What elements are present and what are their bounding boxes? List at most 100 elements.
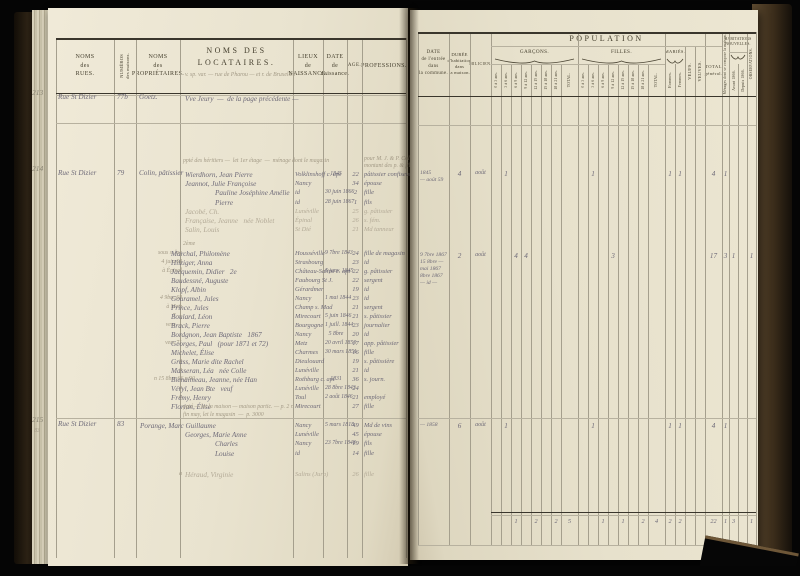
- column-header-observations: OBSERVATIONS.: [749, 48, 754, 80]
- entry-date: 9 7bre 1867: [420, 252, 447, 258]
- population-mark: 1: [723, 422, 728, 430]
- age-bracket-label-text: 3 à 6 ans.: [503, 72, 508, 88]
- entry-date: — id —: [420, 280, 438, 286]
- table-rule: [56, 38, 57, 558]
- table-rule: [598, 64, 599, 545]
- tenant-name: Klopf, Albin: [171, 286, 207, 294]
- table-rule: [628, 64, 629, 545]
- population-section-title: POPULATION: [569, 34, 644, 44]
- column-header-duration: DURÉE d'habitation dans la maison.: [447, 52, 472, 75]
- street-name: Rue St Dizier: [58, 420, 97, 428]
- tenant-birthplace: Faubourg St J.: [295, 277, 333, 284]
- tenant-name: Héraud, Virginie: [185, 470, 234, 479]
- brace-rule: [666, 58, 684, 64]
- table-rule: [738, 64, 739, 545]
- duration-value: 4: [457, 170, 462, 178]
- tenant-birthplace: Housséville: [295, 250, 325, 257]
- table-rule: [418, 545, 756, 546]
- tenant-profession: s. pâtissier: [364, 313, 392, 320]
- tenant-name: Vve Jeury — de la page précédente —: [185, 95, 299, 103]
- column-total: 22: [710, 518, 717, 525]
- age-bracket-label-text: 9 à 12 ans.: [523, 71, 528, 89]
- husbands-label: Hommes.: [665, 64, 675, 96]
- house-number: 83: [117, 420, 125, 428]
- tenant-age: 23: [352, 295, 359, 302]
- register-left-page: NOMS des RUES. NUMÉROS des maisons. NOMS…: [32, 8, 418, 566]
- age-bracket-label: 12 à 15 ans.: [531, 64, 541, 96]
- pencil-note: ppté des héritiers — let 1er étage — mén…: [183, 158, 330, 164]
- table-rule: [56, 123, 406, 124]
- tenant-profession: app. pâtissier: [364, 340, 399, 347]
- tenant-birthplace: Nancy: [295, 440, 312, 448]
- table-rule: [729, 32, 730, 545]
- tenant-birthplace: Toul: [295, 394, 307, 401]
- table-rule: [323, 38, 324, 558]
- tenant-birthdate: 1 juill. 1844: [325, 322, 354, 328]
- group-header-girls: FILLES.: [610, 48, 633, 55]
- tenant-birthplace: Gérardmer: [295, 286, 324, 293]
- tenant-profession: employé: [364, 394, 386, 401]
- population-mark: 1: [678, 422, 682, 430]
- column-header-entry-date: DATE de l'entrée dans la commune.: [418, 50, 449, 76]
- tenant-birthplace: Nancy: [295, 295, 312, 302]
- tenant-birthplace: Champ s. Mad: [295, 304, 333, 311]
- age-bracket-label: 9 à 12 ans.: [608, 64, 618, 96]
- table-rule: [418, 125, 756, 126]
- table-rule: [551, 64, 552, 545]
- tenant-age: 36: [352, 376, 359, 383]
- table-rule: [449, 32, 450, 545]
- table-rule: [638, 64, 639, 545]
- tenant-margin-note: a: [179, 358, 182, 364]
- entry-date: 8bre 1867: [420, 273, 443, 279]
- tenant-profession: sergent: [364, 304, 383, 311]
- tenant-age: 23: [352, 322, 359, 329]
- column-header-owners: NOMS des PROPRIÉTAIRES.: [131, 53, 185, 78]
- tenant-name: Baudessné, Auguste: [171, 277, 229, 285]
- tenant-profession: fille: [364, 403, 374, 410]
- population-mark: 1: [591, 170, 595, 178]
- tenant-profession: id: [364, 259, 369, 266]
- tenant-profession: id: [364, 367, 369, 374]
- population-mark: 3: [611, 252, 615, 260]
- column-header-birthplace: LIEUX de NAISSANCE.: [288, 53, 328, 78]
- register-right-page: DATE de l'entrée dans la commune. DURÉE …: [410, 10, 758, 560]
- tenant-name: Jacquemin, Didier 2e: [171, 268, 237, 276]
- column-total: 1: [514, 518, 518, 525]
- owner-name: Goetz.: [139, 93, 158, 101]
- population-mark: 4: [711, 422, 716, 430]
- tenant-age: 21: [352, 226, 359, 234]
- tenant-birthplace: id: [295, 449, 300, 457]
- column-total: 2: [554, 518, 558, 525]
- tenant-birthplace: Dieulouard: [295, 358, 325, 365]
- table-rule: [588, 64, 589, 545]
- tenant-birthdate: 1831: [330, 376, 342, 382]
- tenant-age: 34: [352, 180, 359, 188]
- entry-date: — août 59: [420, 177, 444, 183]
- tenant-margin-note: a: [179, 394, 182, 400]
- group-header-married: MARIÉS.: [664, 49, 686, 55]
- tenant-profession: s. journ.: [364, 376, 386, 383]
- tenant-profession: fille: [364, 449, 374, 457]
- tenant-age: 17: [352, 340, 359, 347]
- street-name: Rue St Dizier: [58, 93, 97, 101]
- tenant-name: Masseran, Léa née Colle: [171, 367, 247, 375]
- age-bracket-label-text: 3 à 6 ans.: [590, 72, 595, 88]
- tenant-age: 49: [352, 422, 359, 429]
- tenant-age: 23: [352, 259, 359, 266]
- table-rule: [491, 515, 756, 516]
- tenant-age: 21: [352, 304, 359, 311]
- table-rule: [695, 46, 696, 545]
- age-bracket-label: 15 à 18 ans.: [628, 64, 638, 96]
- tenant-birthplace: Strasbourg: [295, 259, 324, 266]
- table-rule: [501, 64, 502, 545]
- tenant-age: 16: [352, 349, 359, 356]
- tenant-age: 45: [352, 431, 359, 439]
- tenant-margin-note: a: [179, 470, 182, 477]
- age-bracket-label-text: 18 à 21 ans.: [553, 70, 558, 90]
- entry-date: 1845: [420, 170, 432, 176]
- book-gutter-shadow: [399, 8, 419, 564]
- table-rule: [675, 64, 676, 545]
- population-mark: 3: [723, 252, 728, 260]
- table-rule: [648, 64, 649, 545]
- tenant-name: Bordgnon, Jean Baptiste 1867: [171, 331, 262, 339]
